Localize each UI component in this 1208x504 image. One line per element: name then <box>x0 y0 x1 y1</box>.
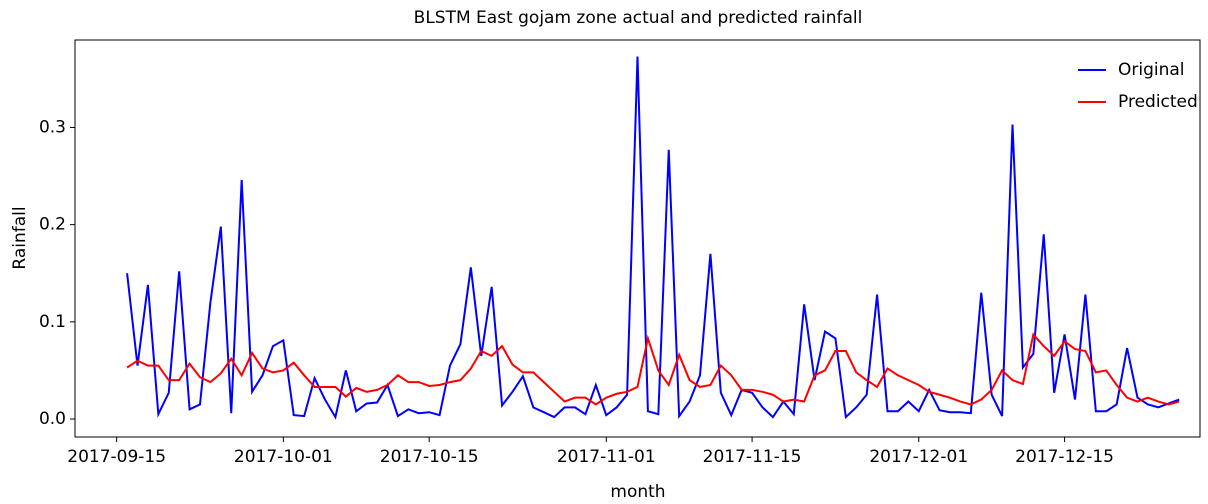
x-tick-label: 2017-11-15 <box>703 447 802 467</box>
plot-frame <box>74 39 1201 438</box>
y-axis-label: Rainfall <box>10 206 30 269</box>
x-tick-label: 2017-12-15 <box>1015 447 1114 467</box>
series-line <box>126 56 1180 420</box>
x-tick-label: 2017-11-01 <box>557 447 656 467</box>
x-tick-label: 2017-12-01 <box>869 447 968 467</box>
series-line <box>126 332 1180 406</box>
y-tick-label: 0.0 <box>39 409 66 429</box>
y-tick-label: 0.2 <box>39 215 66 235</box>
x-tick-label: 2017-10-15 <box>380 447 479 467</box>
chart-title: BLSTM East gojam zone actual and predict… <box>414 8 863 28</box>
x-axis-label: month <box>610 482 665 502</box>
legend-label: Predicted <box>1118 92 1198 112</box>
x-tick-label: 2017-09-15 <box>67 447 166 467</box>
y-tick-label: 0.3 <box>39 117 66 137</box>
legend-label: Original <box>1118 60 1185 80</box>
y-tick-label: 0.1 <box>39 312 66 332</box>
x-tick-label: 2017-10-01 <box>234 447 333 467</box>
